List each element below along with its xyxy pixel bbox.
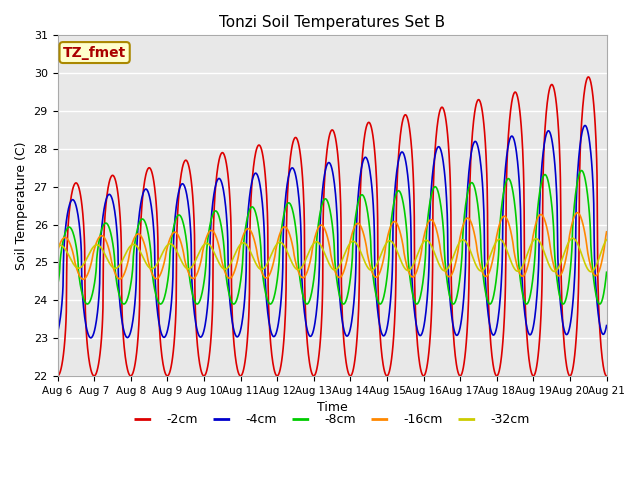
Legend: -2cm, -4cm, -8cm, -16cm, -32cm: -2cm, -4cm, -8cm, -16cm, -32cm	[129, 408, 535, 431]
Y-axis label: Soil Temperature (C): Soil Temperature (C)	[15, 142, 28, 270]
X-axis label: Time: Time	[317, 401, 348, 414]
Text: TZ_fmet: TZ_fmet	[63, 46, 126, 60]
Title: Tonzi Soil Temperatures Set B: Tonzi Soil Temperatures Set B	[219, 15, 445, 30]
